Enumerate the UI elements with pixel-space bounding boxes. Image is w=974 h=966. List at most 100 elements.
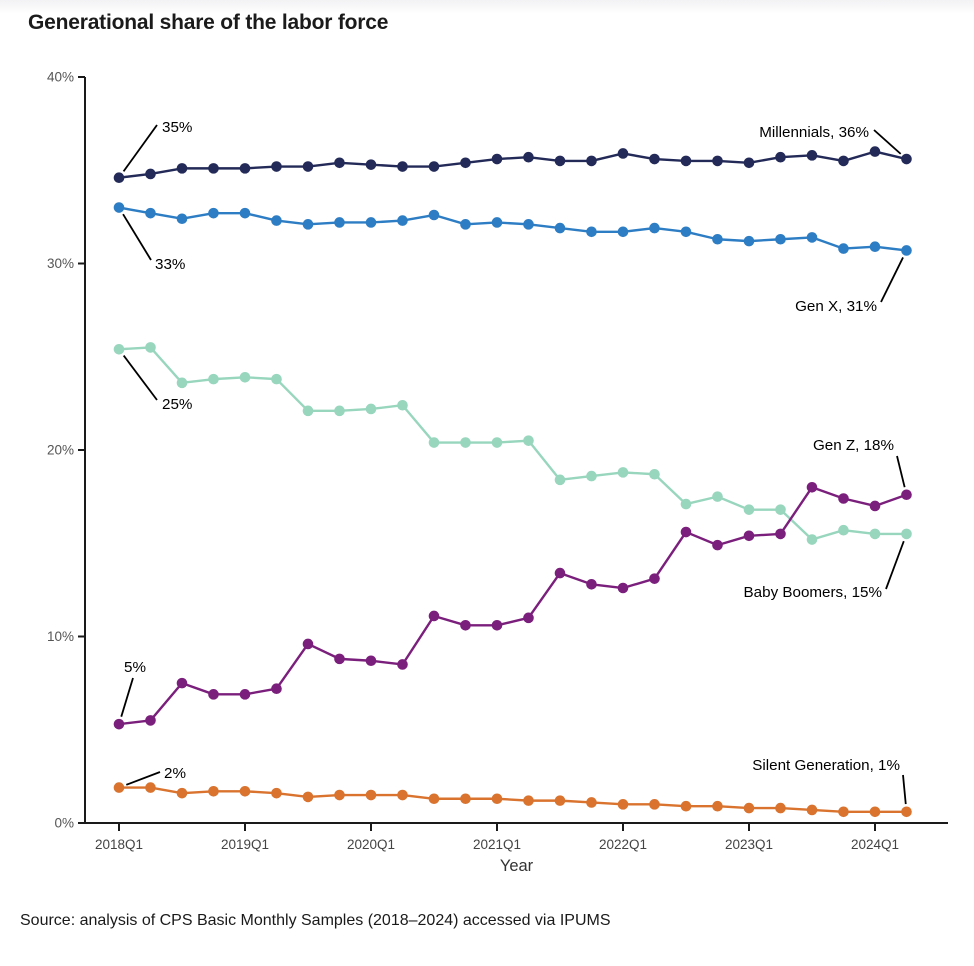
data-point-millennials — [176, 163, 188, 174]
data-point-boomers — [649, 468, 660, 480]
y-tick-label: 30% — [47, 256, 74, 271]
data-point-millennials — [649, 153, 660, 165]
annotation-leader-line — [885, 540, 905, 590]
data-point-genz — [176, 677, 188, 689]
x-tick-label: 2022Q1 — [599, 837, 647, 852]
data-point-boomers — [302, 405, 314, 417]
y-tick-label: 0% — [54, 816, 74, 831]
data-point-silent — [586, 797, 597, 808]
x-tick-label: 2020Q1 — [347, 837, 395, 852]
data-point-genx — [491, 217, 503, 228]
data-point-silent — [712, 800, 723, 812]
data-point-genz — [554, 567, 566, 579]
series-line-genz — [118, 486, 907, 726]
data-point-boomers — [113, 343, 125, 355]
data-point-genx — [554, 222, 566, 234]
data-point-genx — [901, 245, 912, 256]
data-point-genx — [239, 207, 251, 219]
data-point-millennials — [775, 151, 786, 163]
data-point-boomers — [617, 467, 629, 478]
data-point-boomers — [460, 437, 471, 448]
x-tick-label: 2024Q1 — [851, 837, 899, 852]
data-point-genx — [334, 217, 345, 228]
x-tick-label: 2021Q1 — [473, 837, 521, 852]
annotation-label-silent: Silent Generation, 1% — [752, 757, 900, 774]
data-point-boomers — [869, 528, 881, 540]
data-point-silent — [775, 802, 786, 814]
data-point-millennials — [869, 146, 881, 157]
data-point-millennials — [365, 159, 377, 170]
data-point-boomers — [176, 377, 188, 389]
data-point-genz — [113, 718, 125, 730]
data-point-genz — [145, 715, 156, 726]
data-point-millennials — [712, 155, 723, 167]
x-tick-label: 2019Q1 — [221, 837, 269, 852]
data-point-genz — [428, 610, 440, 622]
series-line-millennials — [118, 150, 907, 179]
data-point-boomers — [145, 342, 156, 353]
data-point-boomers — [743, 504, 755, 515]
data-point-genx — [523, 219, 534, 230]
series-silent — [113, 782, 912, 818]
data-point-genx — [176, 213, 188, 225]
labor-force-line-chart: 40% 30% 20% 10% 0% 2018Q1 2019Q1 2020Q1 2021Q1 20… — [47, 70, 948, 875]
source-note: Source: analysis of CPS Basic Monthly Sa… — [20, 912, 611, 929]
data-point-silent — [869, 806, 881, 818]
data-point-silent — [239, 785, 251, 797]
annotation-leader-line — [902, 774, 907, 805]
data-point-millennials — [523, 151, 534, 163]
annotation-label-genz: Gen Z, 18% — [813, 437, 894, 454]
data-point-genz — [586, 578, 597, 590]
y-tick-label: 20% — [47, 443, 74, 458]
series-line-genx — [118, 206, 907, 252]
annotation-label-millennials: 35% — [162, 119, 192, 136]
data-point-genx — [365, 217, 377, 228]
data-point-silent — [460, 793, 471, 805]
annotation-label-boomers: 25% — [162, 396, 192, 413]
data-point-silent — [334, 789, 345, 801]
annotation-label-millennials: Millennials, 36% — [759, 124, 869, 141]
data-point-silent — [397, 789, 408, 801]
data-point-silent — [302, 791, 314, 803]
annotation-leader-line — [122, 354, 158, 401]
data-point-silent — [617, 799, 629, 810]
y-tick-label: 40% — [47, 70, 74, 85]
data-point-silent — [271, 787, 282, 799]
data-point-millennials — [397, 161, 408, 172]
data-point-millennials — [302, 161, 314, 172]
data-point-genx — [617, 226, 629, 238]
annotation-label-genx: 33% — [155, 256, 185, 273]
data-point-millennials — [743, 157, 755, 169]
data-point-genz — [775, 528, 786, 540]
data-point-genz — [680, 526, 692, 538]
data-point-genx — [302, 219, 314, 230]
annotation-label-genx: Gen X, 31% — [795, 298, 877, 315]
series-boomers — [113, 342, 912, 545]
data-point-millennials — [145, 168, 156, 180]
data-point-genx — [775, 233, 786, 245]
data-point-genz — [460, 620, 471, 631]
series-line-silent — [119, 786, 907, 814]
data-point-genz — [649, 573, 660, 584]
series-genx — [113, 202, 912, 256]
data-point-boomers — [271, 373, 282, 385]
data-point-silent — [806, 804, 818, 816]
data-point-boomers — [208, 373, 219, 385]
data-point-boomers — [901, 528, 912, 540]
data-point-millennials — [334, 157, 345, 169]
data-point-silent — [491, 793, 503, 805]
data-point-millennials — [554, 155, 566, 167]
series-line-boomers — [118, 346, 907, 541]
data-point-silent — [554, 795, 566, 806]
x-tick-label: 2018Q1 — [95, 837, 143, 852]
data-point-silent — [428, 793, 440, 805]
x-tick-label: 2023Q1 — [725, 837, 773, 852]
annotation-leader-line — [122, 124, 158, 172]
data-point-genz — [806, 482, 818, 493]
data-point-genz — [491, 620, 503, 631]
data-point-genx — [271, 215, 282, 226]
data-point-boomers — [775, 504, 786, 515]
data-point-millennials — [271, 161, 282, 172]
data-point-genx — [838, 243, 849, 254]
annotation-leader-line — [122, 213, 152, 261]
